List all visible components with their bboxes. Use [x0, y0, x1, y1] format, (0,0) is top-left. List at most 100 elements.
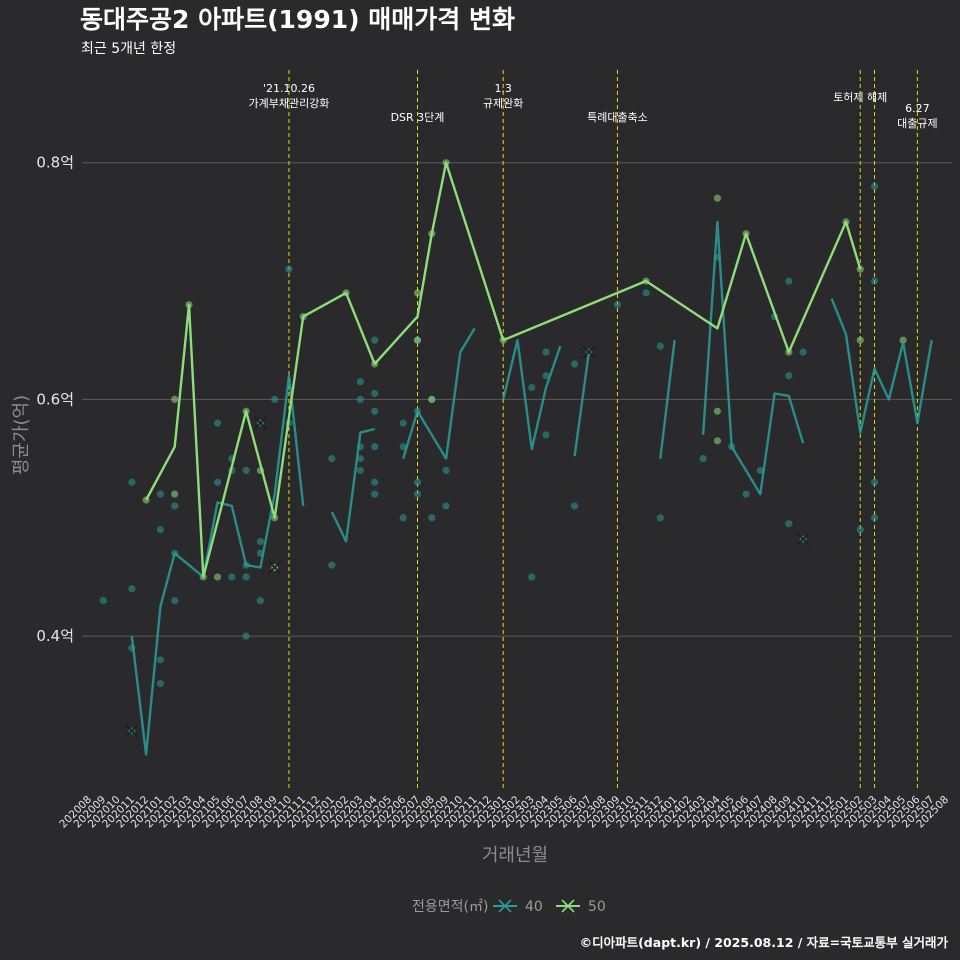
data-point — [528, 383, 536, 392]
data-point — [785, 520, 793, 528]
event-label: 특례대출축소 — [587, 111, 648, 124]
data-point — [785, 277, 793, 285]
x-marker — [253, 416, 267, 430]
data-point — [371, 389, 379, 398]
legend-label: 50 — [588, 899, 606, 915]
source-caption: ©디아파트(dapt.kr) / 2025.08.12 / 자료=국토교통부 실… — [580, 935, 949, 950]
data-point — [156, 526, 165, 534]
data-point — [99, 597, 107, 605]
data-point — [856, 336, 864, 344]
data-point — [699, 454, 707, 463]
data-point — [756, 466, 764, 475]
data-point — [742, 490, 750, 498]
series-line-40 — [701, 220, 805, 496]
grid-lines — [82, 162, 952, 637]
data-point — [413, 289, 422, 297]
series-line-40 — [330, 427, 375, 543]
chart-title: 동대주공2 아파트(1991) 매매가격 변화 — [80, 5, 515, 34]
data-point — [156, 490, 165, 498]
y-axis-title: 평균가(억) — [11, 395, 32, 475]
data-point — [171, 395, 179, 404]
event-label: 가계부채관리강화 — [248, 97, 329, 110]
event-label: 토허제 해제 — [833, 90, 887, 104]
data-point — [870, 478, 879, 486]
data-point — [399, 419, 407, 427]
x-marker — [796, 532, 810, 546]
x-marker — [268, 560, 282, 575]
x-marker-cross — [125, 724, 139, 738]
data-point — [870, 277, 879, 285]
x-marker-cross — [268, 560, 282, 575]
data-point — [656, 342, 664, 350]
event-label: 1.3 — [494, 82, 512, 95]
data-point — [171, 490, 179, 498]
y-axis-ticks: 0.4억 0.6억 0.8억 — [36, 154, 74, 645]
x-marker-cross — [796, 532, 810, 546]
series-line-40 — [573, 351, 591, 457]
data-point — [528, 573, 536, 581]
event-label: DSR 3단계 — [391, 111, 445, 124]
data-point — [399, 514, 407, 522]
data-point — [413, 490, 422, 498]
series-line-40 — [130, 374, 305, 756]
x-markers — [125, 345, 810, 738]
data-point — [442, 466, 450, 475]
data-point — [171, 597, 179, 605]
data-point — [656, 514, 664, 522]
x-axis-title: 거래년월 — [482, 845, 548, 866]
series-line-40 — [502, 339, 562, 451]
data-point — [242, 632, 250, 640]
data-point — [171, 502, 179, 510]
data-point — [542, 431, 550, 439]
y-tick-label: 0.4억 — [36, 627, 74, 645]
data-point — [442, 502, 450, 510]
legend: 전용면적(㎡) 40 50 — [412, 899, 606, 915]
data-point — [356, 466, 364, 475]
series-line-40 — [830, 298, 933, 434]
legend-item-40: 40 — [493, 899, 543, 915]
data-point — [542, 372, 550, 380]
x-marker — [125, 724, 139, 738]
event-label: 규제완화 — [483, 97, 523, 110]
data-point — [228, 573, 236, 581]
data-point — [785, 372, 793, 380]
data-point — [428, 395, 436, 404]
data-point — [413, 478, 422, 486]
series-line-50 — [145, 161, 862, 579]
data-point — [371, 490, 379, 498]
data-point — [428, 514, 436, 522]
data-point — [271, 395, 279, 404]
data-point — [713, 437, 722, 445]
event-label: '21.10.26 — [263, 82, 315, 95]
data-point — [256, 597, 264, 605]
data-point — [128, 585, 136, 593]
event-lines — [288, 70, 918, 790]
data-point — [371, 443, 379, 451]
data-point — [870, 514, 879, 522]
data-point — [328, 561, 336, 569]
data-point — [213, 419, 222, 427]
data-point — [371, 336, 379, 344]
data-point — [285, 265, 293, 273]
legend-title: 전용면적(㎡) — [412, 899, 488, 915]
data-point — [213, 478, 222, 486]
data-point — [156, 656, 165, 664]
data-point — [713, 407, 722, 415]
data-point — [256, 537, 264, 546]
x-marker-cross — [253, 416, 267, 430]
event-label: 6.27 — [905, 102, 930, 115]
data-point — [371, 478, 379, 486]
data-point — [242, 573, 250, 581]
chart-subtitle: 최근 5개년 한정 — [81, 41, 176, 57]
data-point — [413, 336, 422, 344]
data-point — [642, 289, 650, 297]
data-point — [899, 336, 907, 344]
x-marker-cross — [582, 345, 596, 359]
data-point — [371, 407, 379, 415]
x-marker — [582, 345, 596, 359]
data-point — [856, 526, 864, 534]
data-point — [242, 466, 250, 475]
data-point — [356, 454, 364, 463]
series-lines — [130, 161, 933, 756]
